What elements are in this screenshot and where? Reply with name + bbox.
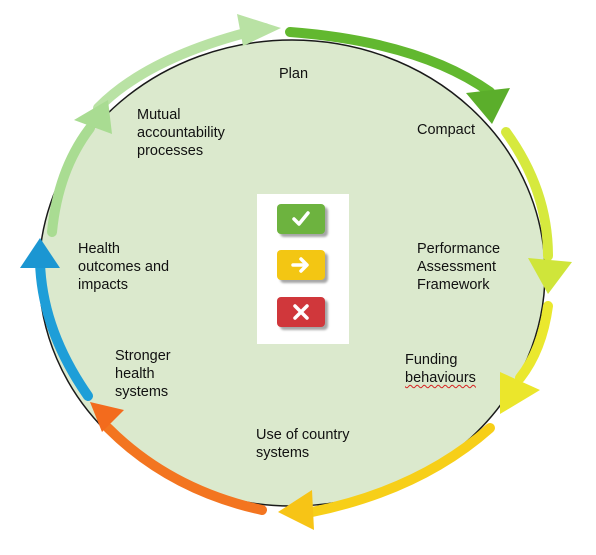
arrow-right-icon <box>291 257 309 273</box>
arrow-head-2 <box>466 88 510 124</box>
arrow-head-4 <box>500 372 540 414</box>
stage-label-plan: Plan <box>279 66 309 82</box>
arrow-head-7 <box>20 238 60 268</box>
arrow-segment-3 <box>501 127 553 261</box>
cross-icon <box>293 304 309 320</box>
arrow-head-5 <box>278 490 314 530</box>
status-check-badge <box>277 204 325 234</box>
stage-label-funding-behaviours: Funding behaviours <box>405 351 476 387</box>
cycle-arrows <box>20 14 572 530</box>
funding-line-1: Funding behaviours <box>405 352 476 386</box>
stage-label-health-outcomes-and-impacts: Health outcomes and impacts <box>78 241 170 293</box>
arrow-head-3 <box>528 258 572 294</box>
arrow-head-6 <box>90 402 124 432</box>
arrow-segment-4 <box>515 301 553 383</box>
arrow-segment-5 <box>307 423 495 517</box>
stage-label-compact: Compact <box>417 122 476 138</box>
arrow-segment-7 <box>35 257 93 401</box>
arrow-head-1 <box>237 14 281 46</box>
funding-spellcheck-word: behaviours <box>405 370 476 386</box>
status-cross-badge <box>277 297 325 327</box>
stage-label-use-of-country-systems: Use of country systems <box>256 427 350 461</box>
arrow-segment-1 <box>93 23 270 113</box>
check-icon <box>292 211 310 226</box>
arrow-segment-2 <box>285 27 495 97</box>
stage-label-mutual-accountability-processes: Mutual accountability processes <box>137 107 225 159</box>
status-arrow-badge <box>277 250 325 280</box>
arrow-head-8 <box>74 100 112 134</box>
arrow-segment-8 <box>47 123 95 237</box>
stage-label-performance-assessment-framework: Performance Assessment Framework <box>417 241 501 293</box>
status-legend-panel <box>257 194 349 344</box>
stage-label-stronger-health-systems: Stronger health systems <box>115 348 171 400</box>
arrow-segment-6 <box>103 423 267 515</box>
